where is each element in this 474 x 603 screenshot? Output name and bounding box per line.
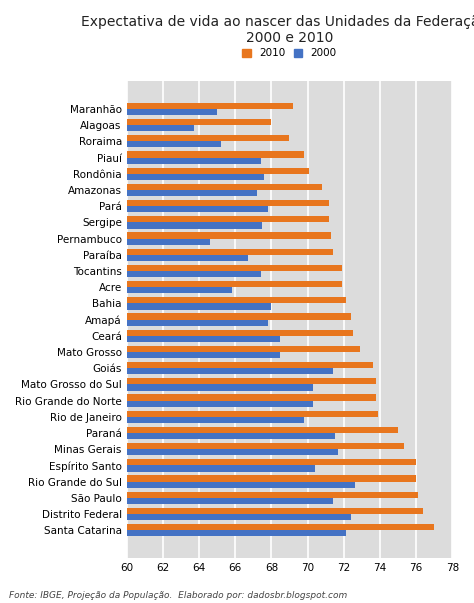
- Bar: [0, 394, 376, 400]
- Bar: [0, 141, 221, 148]
- Bar: [0, 459, 416, 466]
- Bar: [0, 151, 304, 157]
- Bar: [0, 271, 261, 277]
- Bar: [0, 491, 418, 498]
- Bar: [0, 206, 268, 212]
- Text: Fonte: IBGE, Projeção da População.  Elaborado por: dadosbr.blogspot.com: Fonte: IBGE, Projeção da População. Elab…: [9, 591, 348, 600]
- Bar: [0, 254, 248, 261]
- Bar: [0, 190, 257, 196]
- Bar: [0, 378, 376, 384]
- Bar: [0, 433, 335, 439]
- Bar: [0, 346, 360, 352]
- Bar: [0, 223, 262, 229]
- Bar: [0, 475, 416, 482]
- Bar: [0, 352, 281, 358]
- Bar: [0, 482, 355, 488]
- Bar: [0, 514, 351, 520]
- Bar: [0, 384, 313, 391]
- Bar: [0, 330, 353, 336]
- Bar: [0, 232, 331, 239]
- Bar: [0, 314, 351, 320]
- Bar: [0, 174, 264, 180]
- Bar: [0, 281, 342, 287]
- Bar: [0, 119, 272, 125]
- Bar: [0, 184, 322, 190]
- Bar: [0, 200, 329, 206]
- Bar: [0, 168, 310, 174]
- Bar: [0, 265, 342, 271]
- Bar: [0, 125, 193, 131]
- Bar: [0, 248, 333, 254]
- Bar: [0, 368, 333, 374]
- Bar: [0, 411, 378, 417]
- Bar: [0, 303, 272, 309]
- Bar: [0, 297, 346, 303]
- Bar: [0, 103, 293, 109]
- Bar: [0, 320, 268, 326]
- Bar: [0, 400, 313, 407]
- Bar: [0, 336, 281, 342]
- Bar: [0, 524, 434, 530]
- Bar: [0, 239, 210, 245]
- Bar: [0, 157, 261, 163]
- Bar: [0, 443, 403, 449]
- Bar: [0, 508, 423, 514]
- Title: Expectativa de vida ao nascer das Unidades da Federação -
2000 e 2010: Expectativa de vida ao nascer das Unidad…: [82, 15, 474, 45]
- Bar: [0, 449, 338, 455]
- Bar: [0, 135, 290, 141]
- Bar: [0, 287, 232, 293]
- Bar: [0, 498, 333, 504]
- Bar: [0, 530, 346, 537]
- Bar: [0, 417, 304, 423]
- Legend: 2010, 2000: 2010, 2000: [243, 48, 337, 58]
- Bar: [0, 427, 398, 433]
- Bar: [0, 362, 373, 368]
- Bar: [0, 109, 217, 115]
- Bar: [0, 216, 329, 223]
- Bar: [0, 466, 315, 472]
